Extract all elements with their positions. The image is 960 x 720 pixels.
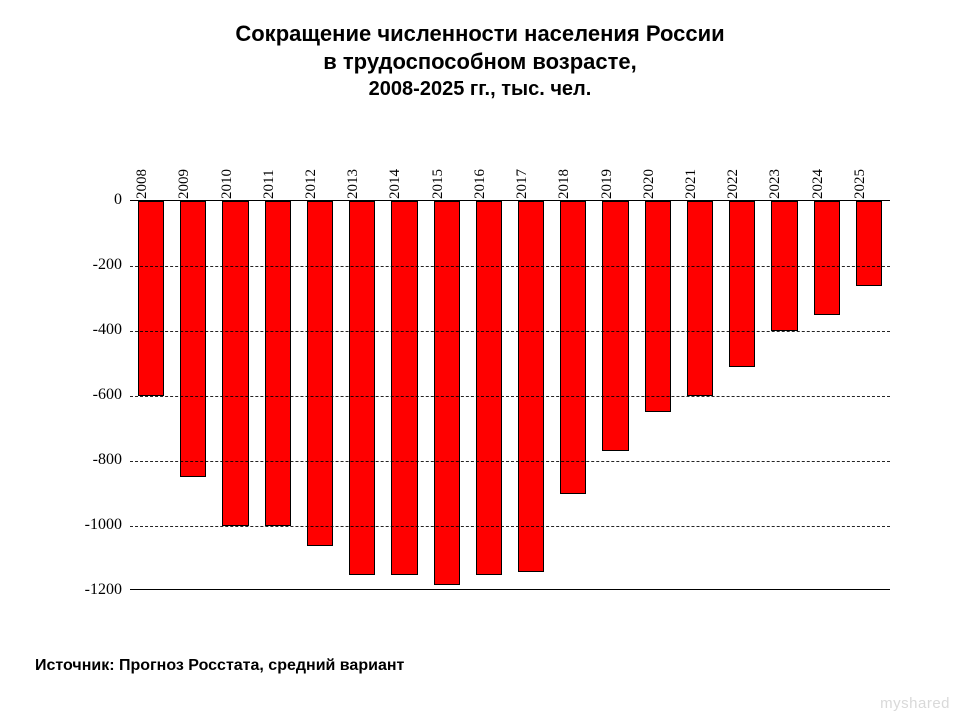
x-tick-label: 2008 [134, 169, 151, 199]
bar [518, 201, 544, 572]
bar-slot: 2021 [679, 201, 721, 589]
x-tick-label: 2017 [514, 169, 531, 199]
x-tick-label: 2019 [599, 169, 616, 199]
x-tick-label: 2013 [345, 169, 362, 199]
title-block: Сокращение численности населения России … [0, 20, 960, 102]
plot-area: 2008200920102011201220132014201520162017… [130, 200, 890, 590]
x-tick-label: 2020 [641, 169, 658, 199]
y-axis-labels: 0 -200 -400 -600 -800 -1000 -1200 [70, 170, 130, 600]
title-line-1: Сокращение численности населения России [0, 20, 960, 48]
bar-slot: 2024 [806, 201, 848, 589]
x-tick-label: 2016 [472, 169, 489, 199]
gridline [130, 461, 890, 462]
x-tick-label: 2025 [852, 169, 869, 199]
bar [180, 201, 206, 477]
bar-slot: 2020 [637, 201, 679, 589]
bar-slot: 2025 [848, 201, 890, 589]
gridline [130, 396, 890, 397]
bar-slot: 2015 [426, 201, 468, 589]
x-tick-label: 2011 [261, 170, 278, 199]
y-tick-label: -1200 [85, 581, 122, 599]
bar [814, 201, 840, 315]
title-line-2: в трудоспособном возрасте, [0, 48, 960, 76]
gridline [130, 266, 890, 267]
x-tick-label: 2015 [430, 169, 447, 199]
bar-slot: 2009 [172, 201, 214, 589]
bar-slot: 2013 [341, 201, 383, 589]
bar [560, 201, 586, 494]
x-tick-label: 2018 [556, 169, 573, 199]
x-tick-label: 2010 [219, 169, 236, 199]
y-tick-label: -1000 [85, 516, 122, 534]
y-tick-label: -400 [93, 321, 122, 339]
bar [307, 201, 333, 546]
bar-slot: 2012 [299, 201, 341, 589]
bar [729, 201, 755, 367]
x-tick-label: 2009 [176, 169, 193, 199]
bars-layer: 2008200920102011201220132014201520162017… [130, 201, 890, 589]
bar [476, 201, 502, 575]
bar-slot: 2008 [130, 201, 172, 589]
x-tick-label: 2021 [683, 169, 700, 199]
x-tick-label: 2023 [767, 169, 784, 199]
bar [645, 201, 671, 412]
x-tick-label: 2022 [725, 169, 742, 199]
watermark: myshared [880, 695, 950, 712]
bar-slot: 2011 [257, 201, 299, 589]
gridline [130, 526, 890, 527]
bar [349, 201, 375, 575]
source-text: Источник: Прогноз Росстата, средний вари… [35, 657, 404, 675]
y-tick-label: -800 [93, 451, 122, 469]
x-tick-label: 2024 [810, 169, 827, 199]
chart: 0-200-400-600-800-1000-1200 200820092010… [70, 170, 890, 600]
x-tick-label: 2014 [387, 169, 404, 199]
gridline [130, 331, 890, 332]
page: Сокращение численности населения России … [0, 0, 960, 720]
title-subtitle: 2008-2025 гг., тыс. чел. [0, 77, 960, 102]
bar [687, 201, 713, 396]
bar-slot: 2023 [763, 201, 805, 589]
bar-slot: 2010 [214, 201, 256, 589]
x-tick-label: 2012 [303, 169, 320, 199]
bar [856, 201, 882, 286]
bar-slot: 2022 [721, 201, 763, 589]
bar-slot: 2019 [594, 201, 636, 589]
bar [265, 201, 291, 526]
bar [602, 201, 628, 451]
bar [222, 201, 248, 526]
bar [391, 201, 417, 575]
y-tick-label: -600 [93, 386, 122, 404]
bar-slot: 2014 [383, 201, 425, 589]
bar-slot: 2017 [510, 201, 552, 589]
bar [138, 201, 164, 396]
bar-slot: 2016 [468, 201, 510, 589]
y-tick-label: -200 [93, 256, 122, 274]
y-tick-label: 0 [114, 191, 122, 209]
bar-slot: 2018 [552, 201, 594, 589]
